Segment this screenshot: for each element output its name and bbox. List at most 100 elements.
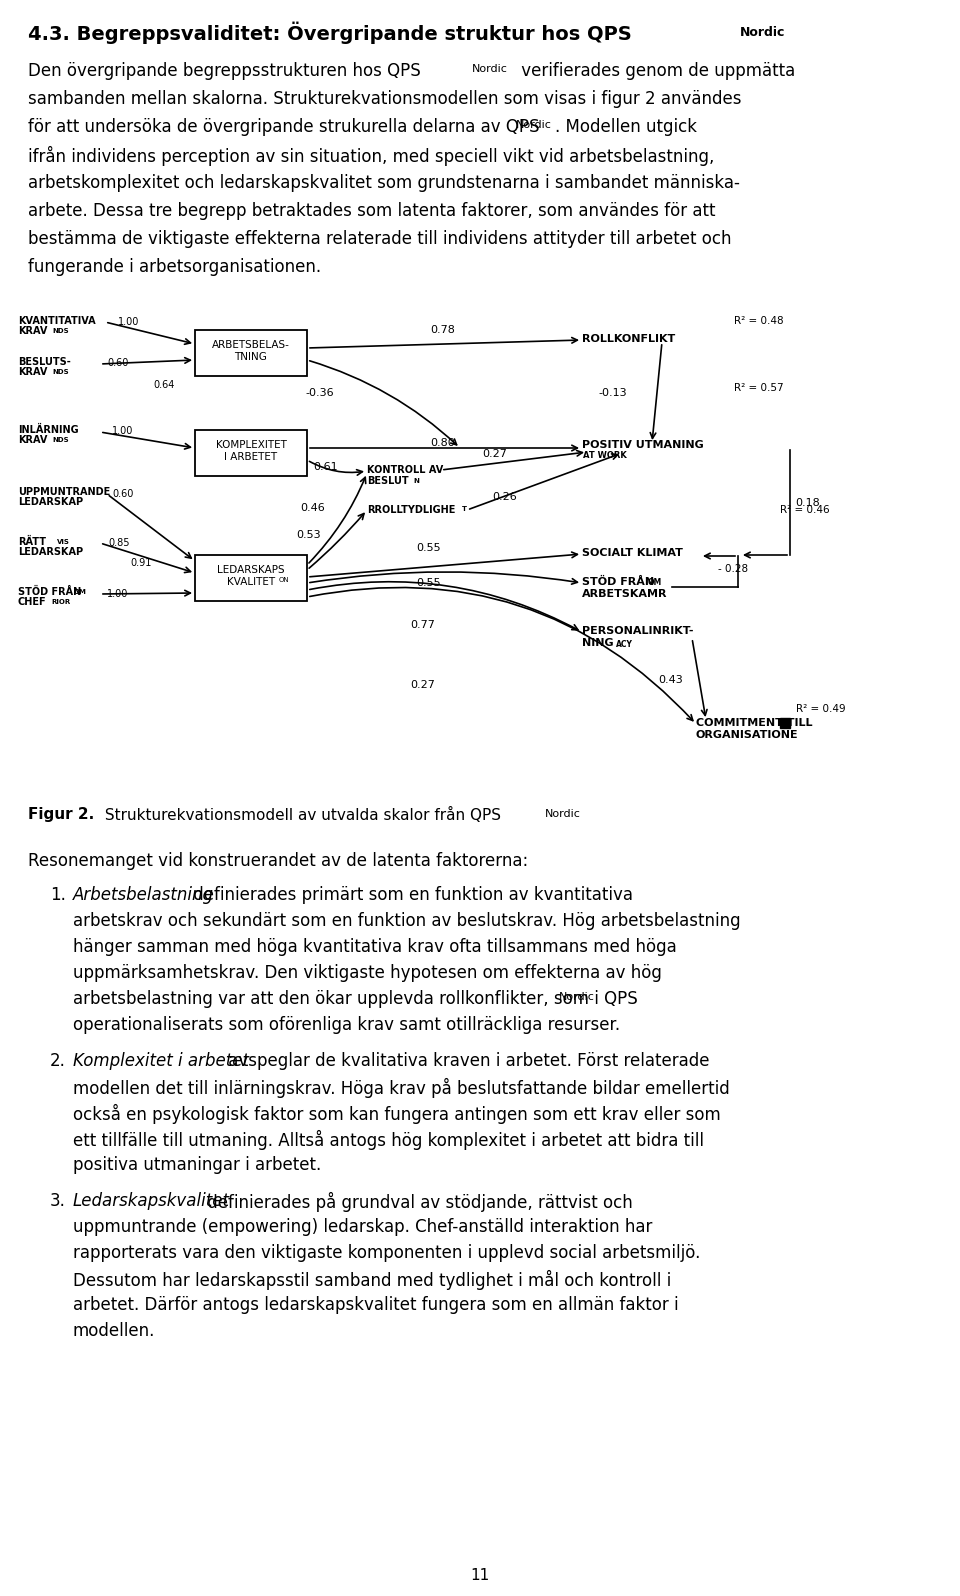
Text: 0.43: 0.43 [658, 675, 683, 685]
Text: modellen.: modellen. [73, 1321, 156, 1341]
Text: 0.77: 0.77 [410, 619, 435, 630]
Text: Nordic: Nordic [740, 26, 785, 38]
Text: 0.60: 0.60 [112, 488, 133, 500]
Text: 0.78: 0.78 [430, 326, 455, 335]
Text: STÖD FRÅN: STÖD FRÅN [582, 578, 654, 587]
Text: 1.00: 1.00 [107, 589, 129, 598]
Text: RÄTT: RÄTT [18, 536, 46, 547]
Text: Den övergripande begreppsstrukturen hos QPS: Den övergripande begreppsstrukturen hos … [28, 62, 420, 80]
Text: 0.61: 0.61 [313, 461, 338, 472]
Text: KRAV: KRAV [18, 326, 47, 337]
Text: Strukturekvationsmodell av utvalda skalor från QPS: Strukturekvationsmodell av utvalda skalo… [100, 808, 501, 824]
Text: 1.00: 1.00 [112, 426, 133, 436]
Text: Figur 2.: Figur 2. [28, 808, 94, 822]
Text: COMMITMENT TILL: COMMITMENT TILL [696, 718, 812, 728]
Text: verifierades genom de uppmätta: verifierades genom de uppmätta [516, 62, 795, 80]
Text: 0.18: 0.18 [795, 498, 820, 508]
Text: hänger samman med höga kvantitativa krav ofta tillsammans med höga: hänger samman med höga kvantitativa krav… [73, 938, 677, 956]
Text: avspeglar de kvalitativa kraven i arbetet. Först relaterade: avspeglar de kvalitativa kraven i arbete… [223, 1052, 709, 1069]
Text: ACY: ACY [616, 640, 633, 650]
Text: ett tillfälle till utmaning. Alltså antogs hög komplexitet i arbetet att bidra t: ett tillfälle till utmaning. Alltså anto… [73, 1130, 704, 1151]
Text: BESLUTS-: BESLUTS- [18, 358, 71, 367]
Text: arbetskomplexitet och ledarskapskvalitet som grundstenarna i sambandet människa-: arbetskomplexitet och ledarskapskvalitet… [28, 174, 740, 192]
Text: KVANTITATIVA: KVANTITATIVA [18, 316, 96, 326]
Text: 0.27: 0.27 [410, 680, 435, 689]
Text: för att undersöka de övergripande strukurella delarna av QPS: för att undersöka de övergripande struku… [28, 118, 540, 136]
Text: Arbetsbelastning: Arbetsbelastning [73, 886, 214, 903]
Text: 0.80: 0.80 [430, 437, 455, 448]
Text: 1.: 1. [50, 886, 66, 903]
Text: Nordic: Nordic [472, 64, 508, 73]
Text: I ARBETET: I ARBETET [225, 452, 277, 461]
Text: OM: OM [648, 578, 662, 587]
Text: LEDARSKAP: LEDARSKAP [18, 547, 84, 557]
Text: CHEF: CHEF [18, 597, 47, 606]
Text: LEDARSKAPS: LEDARSKAPS [217, 565, 285, 575]
Text: ARBETSKAMR: ARBETSKAMR [582, 589, 667, 598]
Text: R² = 0.48: R² = 0.48 [734, 316, 783, 326]
Text: 2.: 2. [50, 1052, 66, 1069]
Text: NING: NING [582, 638, 613, 648]
Text: POSITIV UTMANING: POSITIV UTMANING [582, 440, 704, 450]
Text: 0.26: 0.26 [492, 492, 516, 503]
Text: TNING: TNING [234, 353, 268, 362]
FancyBboxPatch shape [195, 330, 307, 377]
Text: OM: OM [74, 589, 86, 595]
Text: Nordic: Nordic [545, 809, 581, 819]
Text: KONTROLL AV: KONTROLL AV [367, 464, 444, 476]
Text: KVALITET: KVALITET [227, 578, 276, 587]
Text: 0.55: 0.55 [416, 578, 441, 587]
FancyBboxPatch shape [195, 555, 307, 602]
Text: ifrån individens perception av sin situation, med speciell vikt vid arbetsbelast: ifrån individens perception av sin situa… [28, 145, 714, 166]
Text: fungerande i arbetsorganisationen.: fungerande i arbetsorganisationen. [28, 259, 322, 276]
Text: 0.91: 0.91 [130, 559, 152, 568]
Text: INLÄRNING: INLÄRNING [18, 425, 79, 436]
Text: BESLUT: BESLUT [367, 476, 409, 487]
Text: 0.53: 0.53 [296, 530, 321, 539]
Text: RIOR: RIOR [51, 598, 70, 605]
Text: uppmärksamhetskrav. Den viktigaste hypotesen om effekterna av hög: uppmärksamhetskrav. Den viktigaste hypot… [73, 964, 661, 982]
Text: -0.13: -0.13 [598, 388, 627, 397]
Text: 0.60: 0.60 [107, 358, 129, 369]
Text: NDS: NDS [52, 369, 68, 375]
Text: NDS: NDS [52, 437, 68, 444]
Text: uppmuntrande (empowering) ledarskap. Chef-anställd interaktion har: uppmuntrande (empowering) ledarskap. Che… [73, 1218, 653, 1235]
Text: R² = 0.46: R² = 0.46 [780, 504, 829, 516]
Text: VIS: VIS [57, 539, 70, 544]
Text: modellen det till inlärningskrav. Höga krav på beslutsfattande bildar emellertid: modellen det till inlärningskrav. Höga k… [73, 1077, 730, 1098]
Text: -0.36: -0.36 [305, 388, 334, 397]
Text: AT WORK: AT WORK [583, 452, 627, 460]
Text: ORGANISATIONE: ORGANISATIONE [696, 729, 799, 741]
Text: också en psykologisk faktor som kan fungera antingen som ett krav eller som: också en psykologisk faktor som kan fung… [73, 1104, 721, 1124]
Text: T: T [462, 506, 467, 512]
Text: N: N [413, 477, 419, 484]
Text: Nordic: Nordic [559, 993, 595, 1002]
Text: Komplexitet i arbetet: Komplexitet i arbetet [73, 1052, 249, 1069]
Text: 11: 11 [470, 1567, 490, 1583]
Text: R² = 0.57: R² = 0.57 [734, 383, 783, 393]
Text: KRAV: KRAV [18, 367, 47, 377]
Text: bestämma de viktigaste effekterna relaterade till individens attityder till arbe: bestämma de viktigaste effekterna relate… [28, 230, 732, 247]
Text: 4.3. Begreppsvaliditet: Övergripande struktur hos QPS: 4.3. Begreppsvaliditet: Övergripande str… [28, 22, 632, 45]
Text: ON: ON [279, 578, 290, 583]
Bar [780, 718, 790, 728]
Text: 0.55: 0.55 [416, 543, 441, 552]
Text: UPPMUNTRANDE: UPPMUNTRANDE [18, 487, 110, 496]
Text: 0.27: 0.27 [482, 448, 507, 460]
Text: 0.46: 0.46 [300, 503, 324, 512]
Text: rapporterats vara den viktigaste komponenten i upplevd social arbetsmiljö.: rapporterats vara den viktigaste kompone… [73, 1243, 701, 1262]
Text: arbete. Dessa tre begrepp betraktades som latenta faktorer, som användes för att: arbete. Dessa tre begrepp betraktades so… [28, 203, 715, 220]
Text: Nordic: Nordic [516, 120, 552, 129]
Text: - 0.28: - 0.28 [718, 563, 748, 575]
Text: 1.00: 1.00 [118, 318, 139, 327]
Text: operationaliserats som oförenliga krav samt otillräckliga resurser.: operationaliserats som oförenliga krav s… [73, 1017, 620, 1034]
Text: arbetet. Därför antogs ledarskapskvalitet fungera som en allmän faktor i: arbetet. Därför antogs ledarskapskvalite… [73, 1296, 679, 1314]
Text: definierades på grundval av stödjande, rättvist och: definierades på grundval av stödjande, r… [202, 1192, 633, 1211]
Text: Resonemanget vid konstruerandet av de latenta faktorerna:: Resonemanget vid konstruerandet av de la… [28, 852, 528, 870]
Text: definierades primärt som en funktion av kvantitativa: definierades primärt som en funktion av … [188, 886, 633, 903]
Text: STÖD FRÅN: STÖD FRÅN [18, 587, 82, 597]
Text: ARBETSBELAS-: ARBETSBELAS- [212, 340, 290, 350]
FancyBboxPatch shape [195, 429, 307, 476]
Text: Ledarskapskvalitet: Ledarskapskvalitet [73, 1192, 230, 1210]
Text: 0.85: 0.85 [108, 538, 130, 547]
